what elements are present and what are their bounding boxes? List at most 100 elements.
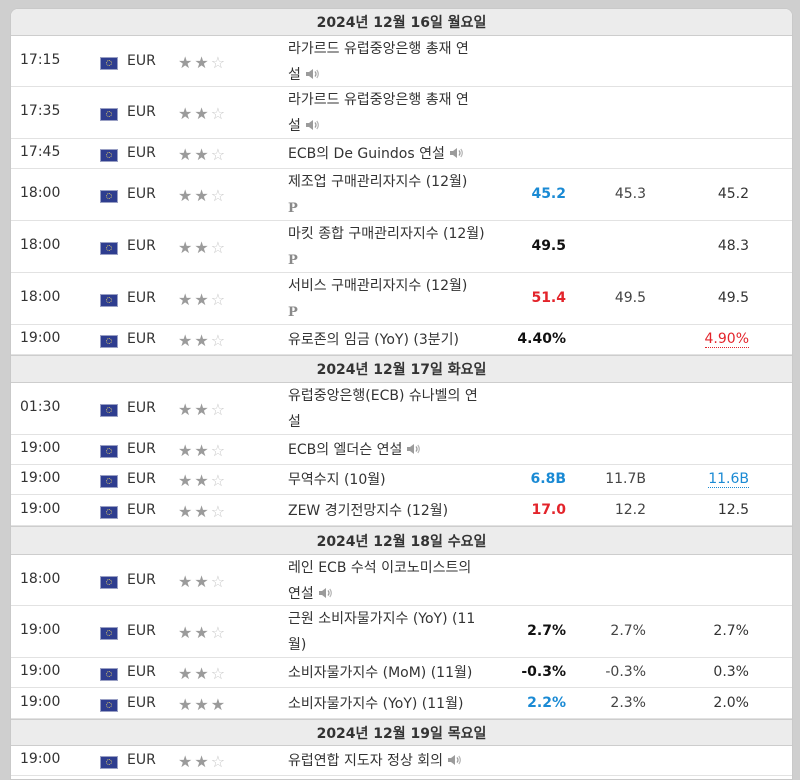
event-name[interactable]: 서비스 구매관리자지수 (12월) P <box>288 273 508 326</box>
event-name-text: 유럽연합 지도자 정상 회의 <box>288 753 444 769</box>
star-empty-icon: ☆ <box>210 441 228 460</box>
date-header: 2024년 12월 17일 화요일 <box>11 355 792 383</box>
currency-code: EUR <box>127 52 156 69</box>
star-empty-icon: ☆ <box>210 238 228 257</box>
eu-flag-icon <box>100 108 118 121</box>
event-row[interactable]: 19:00 EUR ★★☆ ECB의 엘더슨 연설 <box>11 435 792 465</box>
star-empty-icon: ☆ <box>210 471 228 490</box>
event-name-text: 마킷 종합 구매관리자지수 (12월) <box>288 226 485 242</box>
star-filled-icon: ★ <box>194 145 211 164</box>
event-name[interactable]: 근원 소비자물가지수 (YoY) (11 월) <box>288 606 508 658</box>
previous-value[interactable]: 11.6B <box>708 471 749 488</box>
star-filled-icon: ★ <box>178 400 195 419</box>
event-name-line: ZEW 경기전망지수 (12월) <box>288 498 508 524</box>
event-name-line: ECB의 엘더슨 연설 <box>288 437 508 463</box>
star-filled-icon: ★ <box>194 664 211 683</box>
currency-code: EUR <box>127 104 156 120</box>
previous-value: 45.2 <box>717 186 749 202</box>
event-name-line: P <box>288 299 508 326</box>
eu-flag-icon <box>100 242 118 255</box>
event-row[interactable]: 19:00 EUR ★★☆ 근원 소비자물가지수 (YoY) (11 월) 2.7% 2.7… <box>11 606 792 658</box>
currency-code: EUR <box>127 471 156 487</box>
event-row[interactable]: 19:00 EUR ★★☆ 유럽연합 지도자 정상 회의 <box>11 746 792 776</box>
importance-stars: ★★☆ <box>178 473 227 489</box>
event-name-line: 레인 ECB 수석 이코노미스트의 <box>288 555 508 581</box>
event-time: 19:00 <box>20 470 61 486</box>
event-name-line: P <box>288 247 508 274</box>
actual-value: 6.8B <box>530 471 566 487</box>
event-name-line: ECB의 De Guindos 연설 <box>288 141 508 167</box>
event-name[interactable]: 소비자물가지수 (MoM) (11월) <box>288 660 508 686</box>
currency-code: EUR <box>127 186 156 202</box>
event-row[interactable]: 19:00 EUR ★★☆ 유로존의 임금 (YoY) (3분기) 4.40% 4.90% <box>11 325 792 355</box>
event-name-text: 설 <box>288 414 301 430</box>
forecast-value: 12.2 <box>614 501 646 518</box>
event-row[interactable]: 19:00 EUR ★★☆ 소비자물가지수 (MoM) (11월) -0.3% -0.3%… <box>11 658 792 688</box>
star-empty-icon: ☆ <box>210 752 228 771</box>
forecast-value: 49.5 <box>614 290 646 306</box>
event-name-line: 제조업 구매관리자지수 (12월) <box>288 169 508 195</box>
event-row[interactable]: 19:00 EUR ★★☆ ZEW 경기전망지수 (12월) 17.0 12.2 12.5 <box>11 495 792 526</box>
importance-stars: ★★☆ <box>178 402 227 418</box>
importance-stars: ★★☆ <box>178 52 227 72</box>
star-filled-icon: ★ <box>194 694 211 714</box>
event-name[interactable]: ZEW 경기전망지수 (12월) <box>288 498 508 524</box>
event-name-text: 레인 ECB 수석 이코노미스트의 <box>288 560 472 576</box>
event-name[interactable]: ECB의 엘더슨 연설 <box>288 437 508 463</box>
event-time: 19:00 <box>20 663 61 679</box>
event-name-text: 유로존의 임금 (YoY) (3분기) <box>288 332 459 348</box>
event-row[interactable]: 19:00 EUR ★★☆ 무역수지 (10월) 6.8B 11.7B 11.6B <box>11 465 792 495</box>
star-filled-icon: ★ <box>178 331 195 350</box>
event-row[interactable]: 18:00 EUR ★★☆ 서비스 구매관리자지수 (12월) P 51.4 49.5 49.… <box>11 273 792 325</box>
event-name[interactable]: 레인 ECB 수석 이코노미스트의 연설 <box>288 555 508 607</box>
star-filled-icon: ★ <box>194 623 211 642</box>
event-time: 17:15 <box>20 51 61 68</box>
importance-stars: ★★☆ <box>178 292 227 308</box>
event-name[interactable]: 무역수지 (10월) <box>288 467 508 493</box>
event-name-line: 설 <box>288 113 508 139</box>
date-header: 2024년 12월 16일 월요일 <box>11 9 792 36</box>
event-name[interactable]: 제조업 구매관리자지수 (12월) P <box>288 169 508 222</box>
event-name[interactable]: 유럽연합 지도자 정상 회의 <box>288 748 508 774</box>
actual-value: 2.2% <box>527 694 566 711</box>
event-time: 18:00 <box>20 570 61 587</box>
event-row[interactable]: 18:00 EUR ★★☆ 레인 ECB 수석 이코노미스트의 연설 <box>11 555 792 606</box>
actual-value: 2.7% <box>527 623 566 639</box>
star-empty-icon: ☆ <box>210 400 228 419</box>
event-row[interactable]: 18:00 EUR ★★☆ 마킷 종합 구매관리자지수 (12월) P 49.5 48.3 <box>11 221 792 273</box>
currency-code: EUR <box>127 331 156 347</box>
event-name-line: 유로존의 임금 (YoY) (3분기) <box>288 327 508 353</box>
event-name[interactable]: ECB의 De Guindos 연설 <box>288 141 508 167</box>
currency-code: EUR <box>127 290 156 306</box>
star-filled-icon: ★ <box>194 290 211 309</box>
event-row[interactable]: 17:45 EUR ★★☆ ECB의 De Guindos 연설 <box>11 139 792 169</box>
event-row[interactable]: 19:00 EUR ★★★ 소비자물가지수 (YoY) (11월) 2.2% 2.3% 2.… <box>11 688 792 719</box>
star-filled-icon: ★ <box>194 52 211 72</box>
currency-code: EUR <box>127 664 156 680</box>
previous-value: 2.0% <box>713 694 749 711</box>
star-empty-icon: ☆ <box>210 145 228 164</box>
star-empty-icon: ☆ <box>210 501 228 521</box>
actual-value: 17.0 <box>531 501 566 518</box>
previous-value: 0.3% <box>713 664 749 680</box>
star-filled-icon: ★ <box>178 441 195 460</box>
currency-code: EUR <box>127 694 156 711</box>
event-name[interactable]: 마킷 종합 구매관리자지수 (12월) P <box>288 221 508 274</box>
event-name-line: 유럽중앙은행(ECB) 슈나벨의 연 <box>288 383 508 409</box>
event-name[interactable]: 유로존의 임금 (YoY) (3분기) <box>288 327 508 353</box>
event-name[interactable]: 소비자물가지수 (YoY) (11월) <box>288 691 508 717</box>
previous-value[interactable]: 4.90% <box>704 331 749 348</box>
eu-flag-icon <box>100 404 118 417</box>
event-name-line: 무역수지 (10월) <box>288 467 508 493</box>
event-row[interactable]: 18:00 EUR ★★☆ 제조업 구매관리자지수 (12월) P 45.2 45.3 45.… <box>11 169 792 221</box>
star-filled-icon: ★ <box>194 441 211 460</box>
star-filled-icon: ★ <box>178 145 195 164</box>
star-filled-icon: ★ <box>178 571 195 591</box>
date-header: 2024년 12월 19일 목요일 <box>11 719 792 746</box>
